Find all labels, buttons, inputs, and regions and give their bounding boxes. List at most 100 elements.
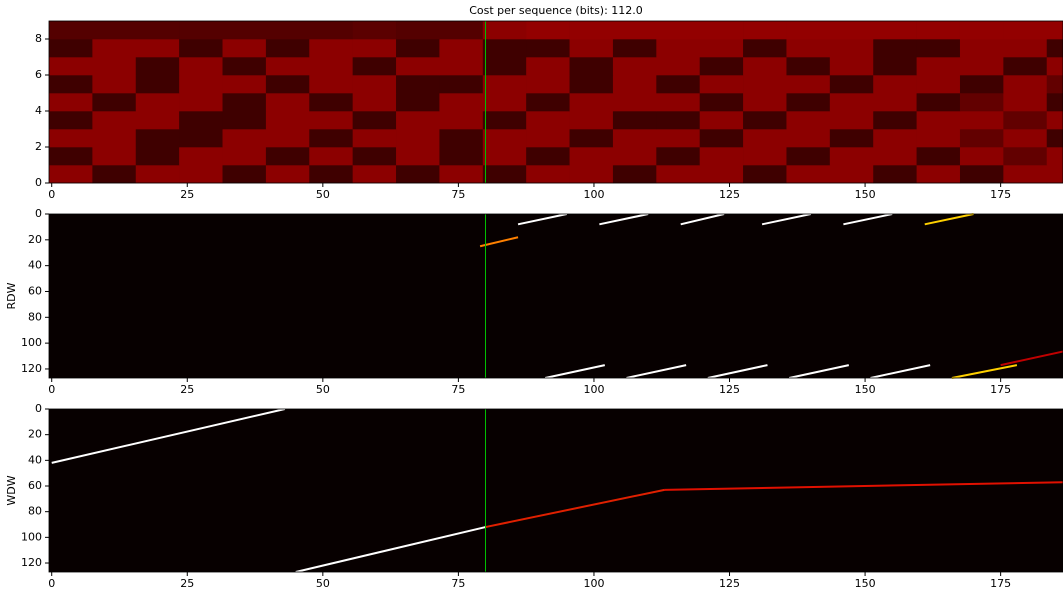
heatmap-cell — [396, 147, 440, 166]
heatmap-cell — [352, 111, 397, 130]
heatmap-cell — [829, 21, 874, 40]
heatmap-cell — [179, 75, 223, 94]
heatmap-cell — [482, 93, 527, 112]
heatmap-cell — [482, 165, 527, 184]
trace — [479, 236, 519, 248]
heatmap-cell — [743, 57, 787, 76]
x-tick-label: 25 — [180, 383, 194, 396]
heatmap-cell — [49, 129, 93, 148]
trace — [951, 364, 1018, 379]
heatmap-cell — [135, 21, 180, 40]
heatmap-cell — [743, 93, 787, 112]
heatmap-cell — [396, 75, 440, 94]
heatmap-cell — [352, 129, 397, 148]
plot-frame — [48, 20, 1063, 184]
trace — [295, 526, 486, 573]
x-tick-label: 0 — [48, 383, 55, 396]
heatmap-cell — [49, 57, 93, 76]
x-tick-label: 0 — [48, 188, 55, 201]
heatmap-cell — [49, 75, 93, 94]
heatmap-cell — [92, 75, 137, 94]
heatmap-cell — [612, 21, 657, 40]
x-tick-label: 50 — [316, 383, 330, 396]
heatmap-cell — [569, 165, 614, 184]
heatmap-cell — [352, 165, 397, 184]
x-tick-label: 150 — [855, 577, 876, 590]
heatmap-cell — [526, 129, 570, 148]
heatmap-cell — [916, 93, 961, 112]
heatmap-cell — [396, 111, 440, 130]
heatmap-cell — [1046, 147, 1063, 166]
y-tick-label: 40 — [28, 259, 42, 272]
heatmap-cell — [829, 129, 874, 148]
heatmap-cell — [959, 75, 1004, 94]
heatmap-cell — [1046, 129, 1063, 148]
heatmap-cell — [309, 147, 353, 166]
heatmap-cell — [959, 147, 1004, 166]
x-tick-label: 175 — [990, 383, 1011, 396]
y-tick-label: 0 — [35, 207, 42, 220]
heatmap-cell — [49, 147, 93, 166]
trace — [517, 213, 568, 226]
heatmap-cell — [482, 57, 527, 76]
x-tick-label: 25 — [180, 577, 194, 590]
heatmap-cell — [699, 75, 744, 94]
heatmap-cell — [829, 111, 874, 130]
heatmap-cell — [829, 75, 874, 94]
trace — [1000, 350, 1063, 367]
heatmap-cell — [526, 39, 570, 58]
heatmap-cell — [265, 39, 310, 58]
heatmap-cell — [92, 21, 137, 40]
heatmap-cell — [396, 57, 440, 76]
y-tick-label: 4 — [35, 104, 42, 117]
heatmap-cell — [482, 21, 527, 40]
heatmap-cell — [743, 165, 787, 184]
y-tick-label: 8 — [35, 32, 42, 45]
y-tick-label: 20 — [28, 233, 42, 246]
heatmap-cell — [916, 21, 961, 40]
heatmap-cell — [699, 129, 744, 148]
heatmap-cell — [222, 93, 267, 112]
x-tick-label: 125 — [719, 383, 740, 396]
trace — [680, 213, 725, 226]
heatmap-cell — [92, 39, 137, 58]
heatmap-cell — [265, 111, 310, 130]
trace — [870, 364, 931, 379]
y-tick-label: 0 — [35, 402, 42, 415]
heatmap-cell — [829, 147, 874, 166]
heatmap-cell — [135, 129, 180, 148]
heatmap-cell — [612, 147, 657, 166]
heatmap-cell — [439, 165, 484, 184]
heatmap-cell — [309, 165, 353, 184]
heatmap-cell — [916, 57, 961, 76]
heatmap-cell — [656, 21, 700, 40]
heatmap-cell — [265, 129, 310, 148]
heatmap-cell — [612, 93, 657, 112]
heatmap-cell — [49, 165, 93, 184]
heatmap-cell — [265, 75, 310, 94]
trace — [485, 488, 665, 529]
x-tick-label: 150 — [855, 188, 876, 201]
heatmap-cell — [439, 129, 484, 148]
x-tick-label: 50 — [316, 577, 330, 590]
heatmap-cell — [135, 93, 180, 112]
heatmap-cell — [482, 147, 527, 166]
heatmap-cell — [1046, 93, 1063, 112]
heatmap-cell — [396, 165, 440, 184]
y-tick-label: 40 — [28, 453, 42, 466]
heatmap-cell — [1046, 111, 1063, 130]
heatmap-cell — [699, 39, 744, 58]
y-axis-label: RDW — [5, 282, 18, 309]
heatmap-cell — [92, 93, 137, 112]
plot-background — [49, 409, 1063, 572]
heatmap-cell — [959, 93, 1004, 112]
heatmap-cell — [612, 75, 657, 94]
heatmap-cell — [526, 165, 570, 184]
heatmap-cell — [265, 147, 310, 166]
heatmap-cell — [352, 147, 397, 166]
heatmap-cell — [656, 147, 700, 166]
heatmap-cell — [135, 111, 180, 130]
y-tick-label: 60 — [28, 479, 42, 492]
trace — [664, 481, 1063, 491]
heatmap-cell — [786, 75, 831, 94]
